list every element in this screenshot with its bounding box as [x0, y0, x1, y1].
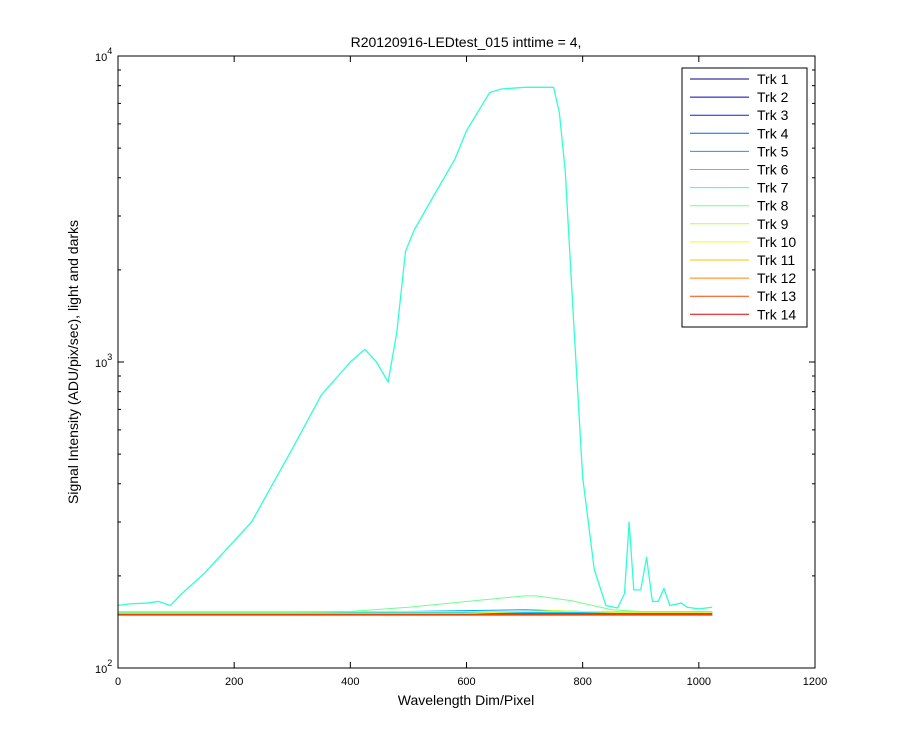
y-tick-label: 104: [95, 46, 112, 64]
y-axis-label: Signal Intensity (ADU/pix/sec), light an…: [65, 220, 81, 504]
x-tick-label: 400: [341, 676, 359, 688]
series-layer: [117, 86, 713, 616]
y-tick-label: 102: [95, 658, 112, 676]
ticks-layer: 0 200 400 600 800 1000 1200 102 103 104: [95, 46, 827, 688]
series-line-trk-8: [118, 595, 713, 613]
x-tick-label: 600: [457, 676, 475, 688]
legend-label: Trk 2: [757, 89, 789, 105]
legend-box: [681, 67, 808, 328]
legend-label: Trk 10: [757, 234, 796, 250]
legend-label: Trk 12: [757, 270, 796, 286]
legend-label: Trk 8: [757, 198, 789, 214]
legend-label: Trk 11: [757, 252, 795, 268]
y-tick-label: 103: [95, 352, 112, 370]
legend-label: Trk 14: [757, 306, 796, 322]
x-tick-label: 1000: [687, 676, 711, 688]
x-tick-label: 200: [225, 676, 243, 688]
legend: Trk 1 Trk 2 Trk 3 Trk 4 Trk 5 Trk 6 Trk 7 Trk 8…: [681, 67, 808, 328]
x-tick-label: 800: [573, 676, 591, 688]
legend-label: Trk 6: [757, 162, 789, 178]
chart-title: R20120916-LEDtest_015 inttime = 4,: [351, 34, 582, 50]
x-tick-label: 1200: [803, 676, 827, 688]
legend-label: Trk 7: [757, 180, 789, 196]
legend-label: Trk 3: [757, 107, 789, 123]
x-tick-label: 0: [115, 676, 121, 688]
legend-label: Trk 13: [757, 288, 796, 304]
legend-label: Trk 1: [757, 71, 789, 87]
series-line-trk-7: [117, 86, 713, 610]
legend-label: Trk 5: [757, 143, 789, 159]
legend-label: Trk 4: [757, 125, 789, 141]
legend-label: Trk 9: [757, 216, 789, 232]
x-axis-label: Wavelength Dim/Pixel: [398, 692, 534, 708]
series-line-trk-10: [118, 610, 713, 614]
